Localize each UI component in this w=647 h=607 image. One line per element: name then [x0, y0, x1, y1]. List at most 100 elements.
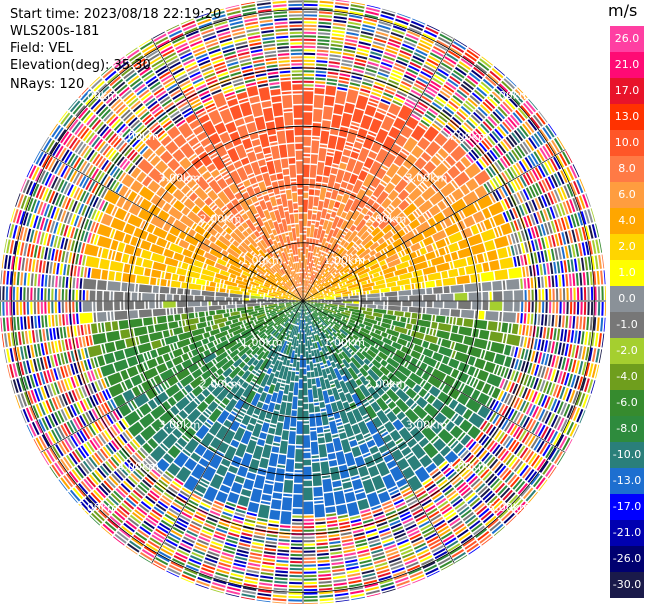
velocity-gate [100, 482, 111, 494]
velocity-gate [241, 324, 245, 328]
velocity-gate [236, 304, 246, 308]
velocity-gate [363, 433, 371, 439]
velocity-gate [341, 326, 353, 336]
velocity-gate [237, 495, 250, 507]
velocity-gate [28, 423, 37, 437]
velocity-gate [447, 165, 461, 179]
velocity-gate [350, 125, 359, 130]
velocity-gate [47, 341, 52, 354]
velocity-gate [326, 516, 337, 520]
velocity-gate [473, 338, 488, 350]
velocity-gate [303, 14, 318, 17]
velocity-gate [341, 254, 353, 265]
velocity-gate [532, 184, 540, 196]
velocity-gate [472, 378, 479, 388]
velocity-gate [184, 427, 197, 440]
velocity-gate [295, 319, 299, 325]
velocity-gate [20, 410, 27, 424]
velocity-gate [573, 180, 581, 195]
velocity-gate [178, 320, 182, 327]
velocity-gate [413, 542, 427, 550]
velocity-gate [303, 522, 315, 525]
velocity-gate [320, 408, 326, 412]
velocity-gate [467, 356, 476, 366]
velocity-gate [263, 348, 268, 352]
velocity-gate [316, 49, 329, 53]
velocity-gate [588, 347, 593, 362]
velocity-gate [404, 378, 416, 389]
velocity-gate [201, 268, 216, 277]
velocity-gate [248, 354, 253, 358]
velocity-gate [457, 238, 470, 250]
velocity-gate [332, 571, 346, 576]
velocity-gate [447, 543, 461, 552]
velocity-gate [50, 383, 57, 396]
velocity-gate [118, 403, 132, 417]
velocity-gate [110, 493, 122, 504]
velocity-gate [153, 316, 157, 325]
velocity-gate [405, 523, 417, 531]
velocity-gate [507, 369, 513, 380]
velocity-gate [314, 303, 324, 307]
velocity-gate [342, 542, 354, 547]
velocity-gate [16, 346, 21, 361]
velocity-gate [530, 350, 536, 362]
velocity-gate [410, 242, 422, 252]
velocity-gate [360, 231, 370, 241]
velocity-gate [305, 277, 310, 290]
velocity-gate [367, 369, 380, 382]
velocity-gate [307, 269, 310, 273]
velocity-gate [11, 255, 15, 270]
velocity-gate [323, 166, 331, 177]
velocity-gate [26, 360, 32, 374]
velocity-gate [110, 291, 113, 301]
velocity-gate [481, 436, 490, 446]
velocity-gate [176, 414, 183, 422]
velocity-gate [380, 534, 393, 541]
velocity-gate [149, 512, 161, 521]
velocity-gate [314, 84, 325, 88]
velocity-gate [273, 482, 284, 493]
velocity-gate [314, 265, 319, 271]
velocity-gate [415, 80, 427, 88]
velocity-gate [113, 536, 125, 546]
velocity-gate [323, 310, 329, 314]
velocity-gate [14, 332, 19, 346]
velocity-gate [477, 530, 490, 541]
velocity-gate [546, 429, 555, 442]
velocity-gate [351, 423, 361, 435]
velocity-gate [286, 304, 292, 307]
velocity-gate [261, 301, 264, 304]
velocity-gate [425, 141, 441, 157]
velocity-gate [16, 316, 20, 331]
velocity-gate [281, 430, 289, 441]
velocity-gate [577, 258, 582, 272]
velocity-gate [298, 389, 303, 399]
velocity-gate [364, 582, 379, 589]
velocity-gate [554, 219, 560, 232]
ray [180, 302, 303, 584]
velocity-gate [297, 312, 300, 318]
velocity-gate [342, 545, 355, 550]
velocity-gate [585, 395, 591, 409]
velocity-gate [393, 498, 404, 506]
velocity-gate [118, 485, 129, 496]
velocity-gate [499, 467, 509, 479]
velocity-gate [439, 382, 446, 391]
velocity-gate [442, 384, 452, 394]
velocity-gate [427, 375, 443, 389]
velocity-gate [371, 336, 384, 347]
velocity-gate [426, 507, 438, 516]
velocity-gate [513, 460, 524, 472]
velocity-gate [177, 517, 189, 525]
velocity-gate [365, 314, 375, 320]
velocity-gate [558, 315, 562, 328]
velocity-gate [503, 138, 512, 150]
velocity-gate [358, 555, 371, 561]
velocity-gate [318, 311, 330, 320]
velocity-gate [49, 466, 58, 479]
velocity-gate [305, 292, 310, 297]
velocity-gate [212, 582, 226, 588]
velocity-gate [104, 520, 117, 532]
velocity-gate [227, 285, 240, 291]
